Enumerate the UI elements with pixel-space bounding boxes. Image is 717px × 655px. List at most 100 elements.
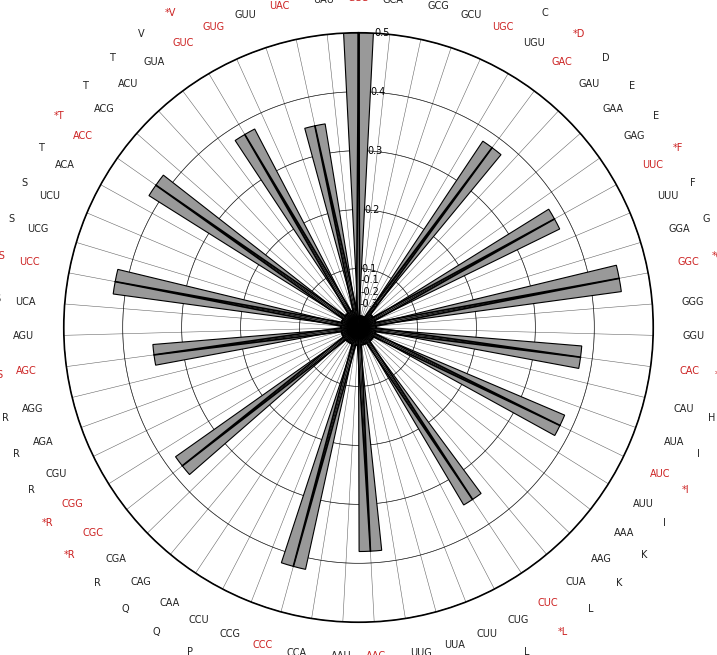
Bar xyxy=(305,124,358,328)
Text: CCU: CCU xyxy=(189,615,209,626)
Text: GCU: GCU xyxy=(460,10,482,20)
Bar xyxy=(355,328,358,345)
Text: GGA: GGA xyxy=(669,224,690,234)
Text: AAC: AAC xyxy=(366,651,386,655)
Text: UCC: UCC xyxy=(19,257,40,267)
Bar xyxy=(235,129,358,328)
Bar xyxy=(345,328,358,341)
Text: *G: *G xyxy=(712,251,717,261)
Text: AGC: AGC xyxy=(16,365,37,375)
Text: I: I xyxy=(663,518,666,528)
Text: CAA: CAA xyxy=(159,597,179,608)
Bar xyxy=(358,141,501,328)
Text: *F: *F xyxy=(673,143,683,153)
Text: Q: Q xyxy=(152,627,160,637)
Bar xyxy=(358,328,376,333)
Bar xyxy=(356,310,358,328)
Text: CGA: CGA xyxy=(105,553,126,564)
Text: CCA: CCA xyxy=(287,648,307,655)
Text: R: R xyxy=(28,485,35,495)
Text: GGG: GGG xyxy=(682,297,704,307)
Bar xyxy=(358,327,376,329)
Text: UUA: UUA xyxy=(444,641,465,650)
Bar xyxy=(352,310,358,328)
Bar xyxy=(346,314,358,328)
Text: ACC: ACC xyxy=(73,131,93,141)
Text: GUG: GUG xyxy=(202,22,224,32)
Text: GCA: GCA xyxy=(383,0,404,5)
Text: -0.1: -0.1 xyxy=(361,275,380,286)
Text: E: E xyxy=(652,111,659,121)
Text: K: K xyxy=(641,550,647,559)
Text: 0.1: 0.1 xyxy=(361,263,377,274)
Text: ACG: ACG xyxy=(94,104,115,114)
Text: F: F xyxy=(690,178,695,188)
Text: T: T xyxy=(109,53,115,64)
Bar xyxy=(343,328,358,337)
Text: *L: *L xyxy=(557,627,568,637)
Text: CAG: CAG xyxy=(130,577,151,587)
Text: UAC: UAC xyxy=(270,1,290,10)
Text: UCU: UCU xyxy=(39,191,60,202)
Bar xyxy=(358,315,372,328)
Text: CUU: CUU xyxy=(477,629,498,639)
Bar xyxy=(341,322,358,328)
Text: 0.5: 0.5 xyxy=(374,28,389,38)
Bar xyxy=(358,328,372,341)
Text: G: G xyxy=(703,214,711,224)
Bar xyxy=(346,328,358,342)
Text: L: L xyxy=(524,646,530,655)
Text: *D: *D xyxy=(573,29,585,39)
Text: *T: *T xyxy=(54,111,65,121)
Text: AGU: AGU xyxy=(14,331,34,341)
Bar xyxy=(358,322,376,328)
Bar xyxy=(149,175,358,328)
Text: S: S xyxy=(8,214,14,224)
Bar xyxy=(358,317,365,328)
Bar xyxy=(358,314,371,328)
Text: *R: *R xyxy=(64,550,76,559)
Text: S: S xyxy=(0,370,2,380)
Bar xyxy=(351,328,358,345)
Text: UUG: UUG xyxy=(410,648,432,655)
Text: UAU: UAU xyxy=(313,0,334,5)
Text: P: P xyxy=(186,646,193,655)
Text: GGC: GGC xyxy=(677,257,699,267)
Text: CGU: CGU xyxy=(46,469,67,479)
Text: UCA: UCA xyxy=(15,297,35,307)
Text: AUU: AUU xyxy=(633,500,654,510)
Bar xyxy=(358,316,361,328)
Bar xyxy=(358,316,363,328)
Text: T: T xyxy=(82,81,88,90)
Bar xyxy=(342,328,358,336)
Bar xyxy=(358,265,622,328)
Text: CAU: CAU xyxy=(673,404,694,415)
Text: UUU: UUU xyxy=(657,191,678,202)
Bar xyxy=(113,269,358,328)
Bar xyxy=(358,328,374,337)
Text: *R: *R xyxy=(42,518,54,528)
Text: *V: *V xyxy=(165,8,176,18)
Text: *S: *S xyxy=(0,251,5,261)
Text: UGC: UGC xyxy=(493,22,514,32)
Bar xyxy=(358,325,376,328)
Bar xyxy=(350,328,358,344)
Bar xyxy=(341,325,358,328)
Text: CCG: CCG xyxy=(219,629,240,639)
Bar xyxy=(176,328,358,475)
Text: ACA: ACA xyxy=(55,160,75,170)
Text: GAU: GAU xyxy=(579,79,599,89)
Text: CGG: CGG xyxy=(62,500,84,510)
Text: -0.3: -0.3 xyxy=(360,299,379,309)
Text: S: S xyxy=(21,178,27,188)
Text: -0.2: -0.2 xyxy=(361,287,379,297)
Text: AGA: AGA xyxy=(33,438,54,447)
Text: UGU: UGU xyxy=(523,38,545,48)
Bar xyxy=(342,320,358,328)
Text: CUG: CUG xyxy=(508,615,529,626)
Text: GUU: GUU xyxy=(235,10,257,20)
Text: AUA: AUA xyxy=(663,438,684,447)
Bar xyxy=(351,311,358,328)
Bar xyxy=(358,316,374,328)
Bar xyxy=(348,328,358,343)
